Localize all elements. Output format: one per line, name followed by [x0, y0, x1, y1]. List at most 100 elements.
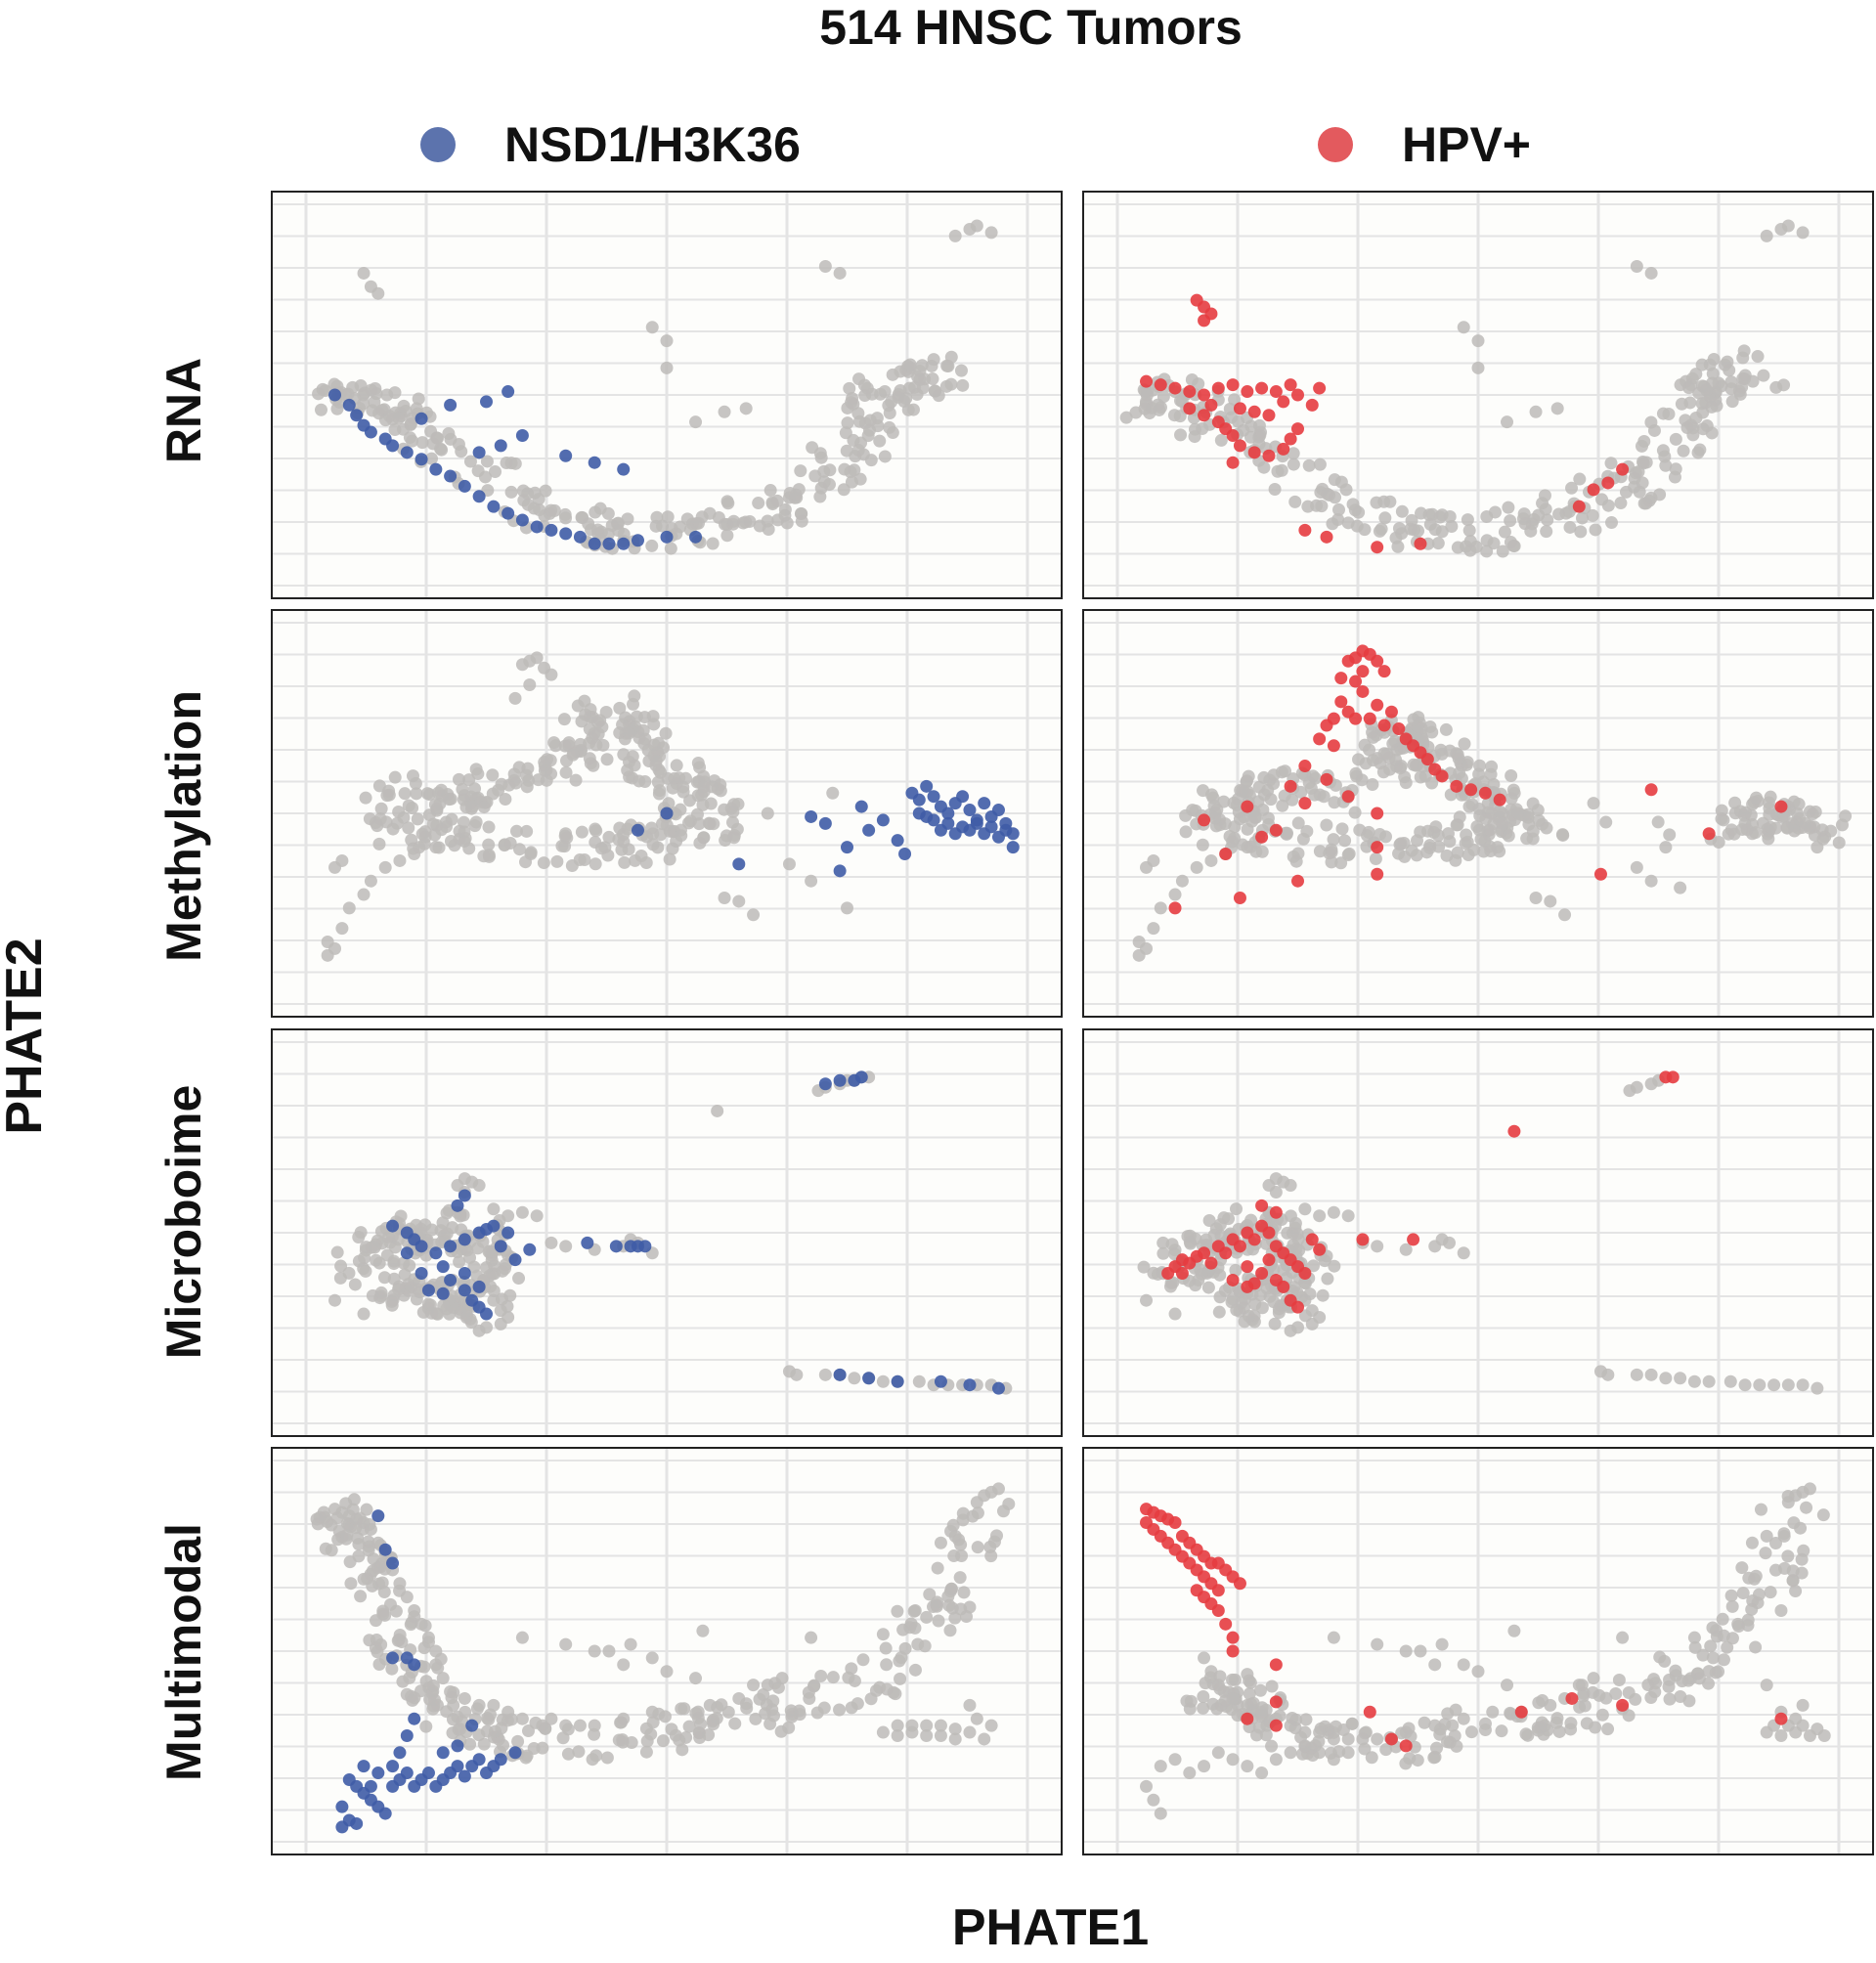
background-point	[1255, 1705, 1269, 1719]
background-point	[956, 378, 970, 392]
background-point	[499, 1258, 512, 1272]
hpv-point	[1226, 378, 1240, 392]
background-point	[1754, 1503, 1767, 1516]
hpv-point	[1277, 442, 1290, 456]
background-point	[908, 1663, 922, 1677]
nsd1-point	[414, 1267, 428, 1281]
background-point	[1796, 1378, 1810, 1392]
background-point	[1254, 425, 1268, 439]
background-point	[1327, 1205, 1340, 1219]
hpv-point	[1255, 1199, 1269, 1212]
background-point	[1705, 426, 1719, 440]
background-point	[453, 1255, 466, 1269]
background-point	[488, 1724, 502, 1738]
background-point	[1395, 504, 1409, 518]
nsd1-point	[841, 841, 853, 854]
background-point	[1261, 811, 1275, 825]
legend-item-hpv: HPV+	[1318, 115, 1531, 174]
background-point	[532, 773, 545, 787]
background-point	[458, 1691, 471, 1705]
background-point	[844, 465, 857, 479]
background-point	[1241, 1698, 1254, 1712]
background-point	[1531, 804, 1545, 817]
hpv-point	[1262, 1226, 1276, 1240]
background-point	[1241, 822, 1254, 836]
nsd1-point	[970, 816, 983, 830]
background-point	[344, 1577, 358, 1591]
background-point	[1433, 510, 1447, 524]
hpv-point	[1298, 797, 1312, 810]
background-point	[676, 1743, 689, 1757]
background-point	[656, 1734, 670, 1748]
background-point	[954, 364, 968, 377]
background-point	[376, 1604, 390, 1618]
background-point	[903, 1621, 917, 1635]
background-point	[463, 1737, 477, 1751]
background-point	[1630, 1368, 1643, 1381]
hpv-point	[1233, 1240, 1246, 1253]
background-point	[352, 1538, 366, 1551]
background-point	[1689, 368, 1703, 381]
background-point	[1735, 822, 1749, 836]
background-point	[1549, 1716, 1563, 1729]
nsd1-point	[421, 1767, 435, 1780]
nsd1-point	[335, 1820, 349, 1834]
background-point	[927, 353, 940, 367]
hpv-point	[1320, 772, 1333, 786]
nsd1-point	[350, 409, 364, 422]
background-point	[629, 853, 642, 867]
background-point	[705, 780, 719, 794]
hpv-point	[1226, 1644, 1240, 1658]
panel-microboime-nsd1	[271, 1028, 1063, 1437]
background-point	[718, 892, 731, 904]
hpv-point	[1241, 800, 1254, 813]
background-point	[624, 1637, 637, 1651]
background-point	[559, 1637, 573, 1651]
background-point	[1488, 505, 1502, 519]
background-point	[1712, 836, 1725, 850]
background-point	[521, 762, 535, 775]
background-point	[1496, 816, 1509, 830]
background-point	[1706, 1621, 1720, 1635]
background-point	[1725, 1599, 1739, 1613]
background-point	[617, 1658, 631, 1672]
background-point	[599, 705, 613, 719]
scatter-microboime-hpv	[1082, 1028, 1874, 1437]
background-point	[559, 1719, 573, 1732]
background-point	[477, 801, 491, 814]
background-point	[1659, 1372, 1673, 1385]
hpv-point	[1204, 398, 1218, 412]
background-point	[639, 1745, 653, 1759]
background-point	[1639, 456, 1653, 469]
background-point	[425, 452, 439, 465]
row-label-methylation: Methylation	[156, 690, 211, 962]
background-point	[891, 1719, 904, 1732]
background-point	[575, 825, 589, 839]
background-point	[736, 516, 750, 530]
background-point	[1658, 450, 1672, 463]
background-point	[841, 416, 854, 430]
background-point	[840, 444, 853, 458]
background-point	[1764, 1586, 1777, 1599]
background-point	[1803, 1482, 1816, 1496]
background-point	[1735, 1561, 1749, 1575]
background-point	[1575, 511, 1589, 525]
background-point	[1332, 502, 1346, 516]
background-point	[763, 1717, 777, 1730]
hpv-point	[1211, 1603, 1225, 1617]
background-point	[1578, 1699, 1592, 1713]
background-point	[1140, 1293, 1154, 1307]
nsd1-point	[978, 797, 991, 810]
background-point	[1768, 1537, 1782, 1550]
background-point	[718, 405, 731, 418]
background-point	[706, 537, 720, 550]
background-point	[1723, 1374, 1737, 1388]
background-point	[833, 266, 847, 280]
background-point	[749, 1712, 763, 1725]
background-point	[509, 824, 523, 838]
background-point	[1403, 1752, 1417, 1766]
background-point	[657, 741, 671, 755]
background-point	[1644, 874, 1658, 888]
background-point	[1616, 1631, 1630, 1644]
background-point	[901, 403, 915, 416]
